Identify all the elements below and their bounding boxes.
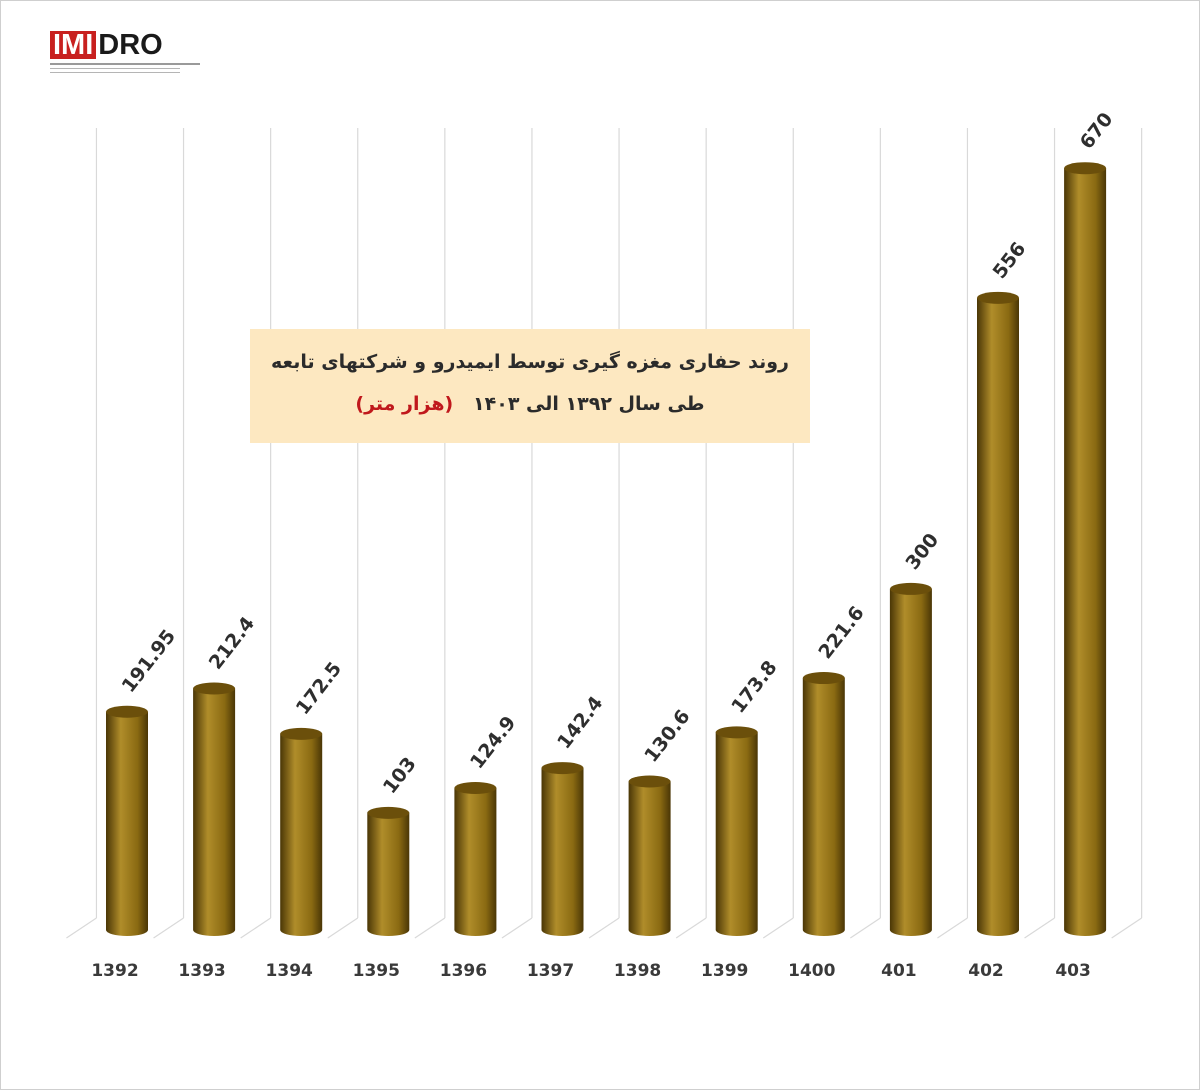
- bar-top: [193, 682, 236, 695]
- imidro-logo: IMI DRO: [50, 30, 210, 88]
- logo-rule: [50, 63, 200, 65]
- chart-subtitle: طی سال ۱۳۹۲ الی ۱۴۰۳ (هزار متر): [250, 393, 810, 415]
- grid-floor-line: [66, 917, 97, 939]
- bar-top: [977, 291, 1019, 304]
- bar-body: [367, 812, 410, 936]
- grid-floor-line: [501, 917, 533, 939]
- bar-body: [628, 781, 671, 936]
- value-label: 124.9: [466, 712, 520, 773]
- logo-rule: [50, 68, 180, 69]
- bar-body: [193, 688, 236, 936]
- x-tick-label: 1395: [353, 961, 400, 981]
- x-tick-label: 1394: [266, 961, 313, 981]
- value-label: 172.5: [292, 658, 346, 719]
- bar: [454, 781, 497, 936]
- value-label: 221.6: [814, 602, 868, 663]
- x-tick-label: 1400: [788, 961, 835, 981]
- bar: [367, 806, 410, 936]
- bar: [193, 682, 236, 936]
- grid-floor-line: [850, 917, 881, 939]
- chart-title: روند حفاری مغزه گیری توسط ایمیدرو و شرکت…: [271, 351, 789, 373]
- logo-rule: [50, 72, 180, 73]
- bar-top: [454, 781, 497, 794]
- bar: [889, 582, 932, 936]
- value-label: 300: [902, 529, 944, 574]
- bar-top: [367, 806, 410, 819]
- bar-body: [802, 678, 845, 936]
- bar-body: [889, 588, 932, 936]
- value-label: 130.6: [640, 706, 694, 767]
- tick-label-layer: 1392 1393 1394 1395 1396 1397 1398 1399 1400 401 4…: [91, 961, 1091, 981]
- bar: [802, 672, 845, 936]
- grid-floor-line: [675, 917, 707, 939]
- logo-brand-b: DRO: [98, 29, 163, 61]
- grid-floor-line: [153, 917, 184, 939]
- bar-top: [889, 582, 932, 595]
- value-label: 191.95: [118, 626, 180, 697]
- bar-body: [280, 733, 323, 936]
- bar-top: [106, 705, 148, 718]
- bar-body: [106, 711, 148, 936]
- bar: [977, 291, 1019, 936]
- bar-top: [1064, 162, 1107, 175]
- grid-floor-line: [588, 917, 620, 939]
- grid-floor-line: [762, 917, 794, 939]
- bar: [715, 726, 758, 936]
- grid-floor-line: [414, 917, 446, 939]
- logo-wordmark: IMI DRO: [50, 30, 210, 60]
- grid-floor-line: [327, 917, 359, 939]
- grid-floor-line: [240, 917, 271, 939]
- bar-top: [802, 672, 845, 685]
- grid-floor-line: [1111, 917, 1142, 939]
- bar: [541, 762, 584, 936]
- value-label: 103: [379, 753, 421, 798]
- value-label: 142.4: [553, 692, 607, 753]
- x-tick-label: 1399: [701, 961, 748, 981]
- grid-layer: [66, 128, 1143, 939]
- x-tick-label: 401: [881, 961, 917, 981]
- bar: [106, 705, 148, 936]
- bar-body: [977, 297, 1019, 936]
- x-tick-label: 1396: [440, 961, 487, 981]
- bar: [1064, 162, 1107, 936]
- bar-top: [628, 775, 671, 788]
- bar-body: [1064, 168, 1107, 936]
- chart-unit: (هزار متر): [355, 393, 454, 415]
- logo-brand-a: IMI: [50, 31, 97, 60]
- bar-body: [715, 732, 758, 936]
- bar: [280, 727, 323, 936]
- x-tick-label: 402: [968, 961, 1004, 981]
- bar-top: [541, 762, 584, 775]
- value-label: 670: [1076, 108, 1118, 153]
- chart-subtitle-years: طی سال ۱۳۹۲ الی ۱۴۰۳: [473, 393, 705, 415]
- x-tick-label: 1397: [527, 961, 574, 981]
- value-label: 556: [989, 238, 1031, 283]
- bar: [628, 775, 671, 936]
- bar-body: [454, 787, 497, 936]
- chart-title-box: روند حفاری مغزه گیری توسط ایمیدرو و شرکت…: [250, 329, 810, 443]
- bar-top: [715, 726, 758, 739]
- bar-top: [280, 727, 323, 740]
- bar-layer: [106, 162, 1107, 936]
- grid-floor-line: [1024, 917, 1055, 939]
- value-label: 173.8: [727, 657, 781, 718]
- x-tick-label: 1392: [91, 961, 138, 981]
- value-label: 212.4: [205, 613, 259, 674]
- x-tick-label: 1398: [614, 961, 661, 981]
- x-tick-label: 403: [1055, 961, 1091, 981]
- bar-body: [541, 768, 584, 936]
- x-tick-label: 1393: [178, 961, 225, 981]
- grid-floor-line: [937, 917, 968, 939]
